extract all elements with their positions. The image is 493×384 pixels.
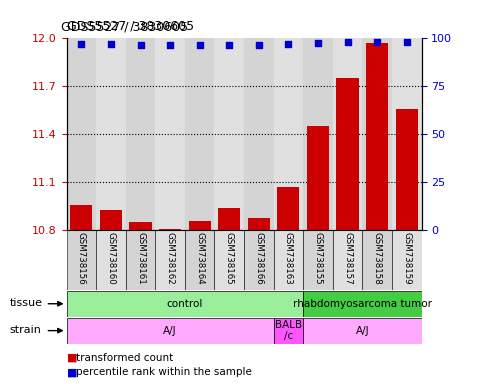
Bar <box>307 126 329 230</box>
Bar <box>159 229 181 230</box>
Bar <box>395 109 418 230</box>
Bar <box>155 38 185 230</box>
Bar <box>214 230 244 290</box>
Text: transformed count: transformed count <box>76 353 174 363</box>
Point <box>137 42 144 48</box>
Bar <box>96 230 126 290</box>
Point <box>314 40 322 46</box>
Bar <box>67 38 96 230</box>
Bar <box>100 210 122 230</box>
Bar <box>336 78 358 230</box>
Text: BALB
/c: BALB /c <box>275 320 302 341</box>
Bar <box>392 38 422 230</box>
Bar <box>362 230 392 290</box>
Bar <box>303 230 333 290</box>
Bar <box>126 230 155 290</box>
Bar <box>70 205 93 230</box>
Point <box>373 39 381 45</box>
Text: GSM738158: GSM738158 <box>373 232 382 285</box>
Bar <box>126 38 155 230</box>
Bar <box>67 230 96 290</box>
Bar <box>218 208 241 230</box>
Text: percentile rank within the sample: percentile rank within the sample <box>76 367 252 377</box>
Point <box>166 42 174 48</box>
Bar <box>333 230 362 290</box>
Text: GSM738155: GSM738155 <box>314 232 322 285</box>
Bar <box>303 291 422 317</box>
Bar <box>244 38 274 230</box>
Text: ■: ■ <box>67 367 77 377</box>
Text: strain: strain <box>10 325 42 335</box>
Text: GSM738162: GSM738162 <box>166 232 175 285</box>
Bar <box>247 218 270 230</box>
Text: GSM738161: GSM738161 <box>136 232 145 285</box>
Point <box>344 39 352 45</box>
Point <box>284 41 292 47</box>
Text: control: control <box>167 299 203 309</box>
Text: rhabdomyosarcoma tumor: rhabdomyosarcoma tumor <box>293 299 432 309</box>
Text: GSM738166: GSM738166 <box>254 232 263 285</box>
Bar <box>274 230 303 290</box>
Text: GSM738156: GSM738156 <box>77 232 86 285</box>
Bar <box>274 318 303 344</box>
Text: GSM738163: GSM738163 <box>284 232 293 285</box>
Point <box>225 42 233 48</box>
Text: GDS5527 / 3830605: GDS5527 / 3830605 <box>67 20 194 33</box>
Bar <box>185 38 214 230</box>
Text: GDS5527 / 3830605: GDS5527 / 3830605 <box>62 20 189 33</box>
Text: A/J: A/J <box>355 326 369 336</box>
Bar <box>185 230 214 290</box>
Bar <box>392 230 422 290</box>
Text: tissue: tissue <box>10 298 43 308</box>
Point <box>77 41 85 47</box>
Text: GSM738164: GSM738164 <box>195 232 204 285</box>
Bar <box>244 230 274 290</box>
Text: A/J: A/J <box>163 326 177 336</box>
Bar <box>362 38 392 230</box>
Text: ■: ■ <box>67 353 77 363</box>
Bar <box>366 43 388 230</box>
Point <box>107 41 115 47</box>
Bar <box>303 38 333 230</box>
Point <box>255 42 263 48</box>
Point <box>403 39 411 45</box>
Text: GSM738160: GSM738160 <box>106 232 115 285</box>
Bar <box>277 187 300 230</box>
Bar <box>333 38 362 230</box>
Bar <box>67 291 303 317</box>
Bar <box>155 230 185 290</box>
Text: GSM738165: GSM738165 <box>225 232 234 285</box>
Point <box>196 42 204 48</box>
Text: GSM738157: GSM738157 <box>343 232 352 285</box>
Bar <box>274 38 303 230</box>
Bar <box>67 318 274 344</box>
Bar <box>188 221 211 230</box>
Bar <box>214 38 244 230</box>
Bar <box>129 222 152 230</box>
Text: GSM738159: GSM738159 <box>402 232 411 285</box>
Bar <box>96 38 126 230</box>
Bar <box>303 318 422 344</box>
